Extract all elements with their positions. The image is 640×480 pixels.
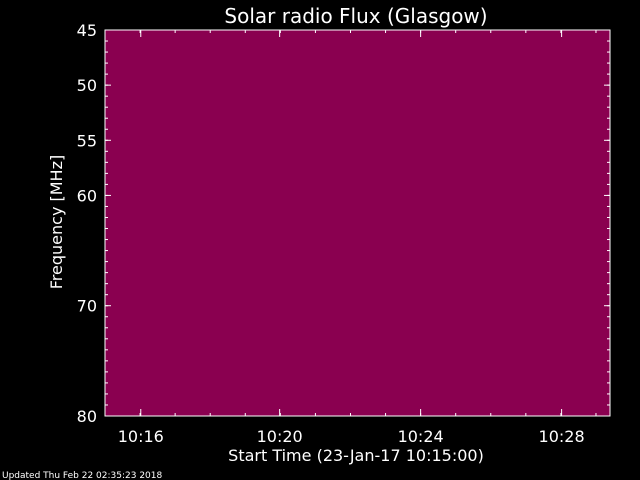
y-tick-label: 55 bbox=[77, 131, 97, 150]
x-tick-label: 10:16 bbox=[118, 427, 164, 446]
y-tick-label: 60 bbox=[77, 186, 97, 205]
y-tick-label: 80 bbox=[77, 407, 97, 426]
y-tick-label: 45 bbox=[77, 21, 97, 40]
x-tick-label: 10:28 bbox=[539, 427, 585, 446]
plot-frame bbox=[104, 29, 611, 417]
plot-area bbox=[104, 29, 611, 417]
y-tick-label: 70 bbox=[77, 297, 97, 316]
plot-background bbox=[105, 30, 610, 416]
updated-timestamp: Updated Thu Feb 22 02:35:23 2018 bbox=[2, 471, 163, 480]
chart-title: Solar radio Flux (Glasgow) bbox=[224, 4, 487, 28]
y-axis-label: Frequency [MHz] bbox=[47, 155, 66, 289]
x-tick-label: 10:24 bbox=[398, 427, 444, 446]
x-tick-label: 10:20 bbox=[257, 427, 303, 446]
y-axis: 45 50 55 60 70 80 bbox=[77, 21, 610, 426]
x-axis: 10:16 10:20 10:24 10:28 bbox=[104, 30, 597, 446]
x-axis-label: Start Time (23-Jan-17 10:15:00) bbox=[228, 446, 484, 465]
y-tick-label: 50 bbox=[77, 76, 97, 95]
